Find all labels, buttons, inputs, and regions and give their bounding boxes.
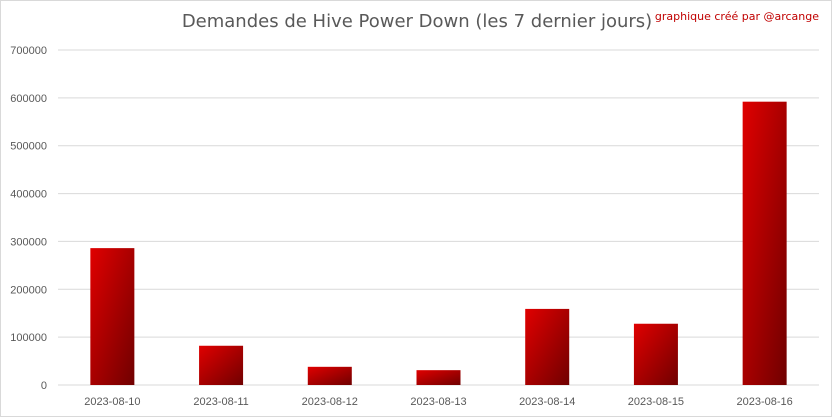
y-tick-label: 700000 [10,45,47,57]
bars [90,101,787,385]
x-axis-ticks: 2023-08-10 2023-08-11 2023-08-12 2023-08-13… [84,396,793,408]
y-tick-label: 200000 [10,284,47,296]
bar-2023-08-12 [307,366,352,385]
x-tick-label: 2023-08-11 [193,396,248,408]
y-tick-label: 500000 [10,141,47,153]
y-axis-ticks: 0 100000 200000 300000 400000 500000 600000 700… [10,45,47,392]
chart-credit: graphique créé par @arcange [654,10,819,23]
x-tick-label: 2023-08-13 [410,396,466,408]
bar-2023-08-13 [416,370,461,385]
x-tick-label: 2023-08-12 [302,396,358,408]
gridlines [58,49,819,386]
x-tick-label: 2023-08-14 [519,396,575,408]
y-tick-label: 300000 [10,236,47,248]
x-tick-label: 2023-08-10 [84,396,140,408]
y-tick-label: 0 [41,380,47,392]
y-tick-label: 400000 [10,189,47,201]
bar-2023-08-16 [742,101,787,385]
bar-2023-08-14 [525,308,570,385]
x-tick-label: 2023-08-16 [737,396,793,408]
bar-2023-08-15 [633,323,678,385]
bar-2023-08-10 [90,248,135,385]
chart-title: Demandes de Hive Power Down (les 7 derni… [181,11,653,32]
x-tick-label: 2023-08-15 [628,396,684,408]
y-tick-label: 100000 [10,332,47,344]
bar-2023-08-11 [199,345,244,385]
y-tick-label: 600000 [10,93,47,105]
